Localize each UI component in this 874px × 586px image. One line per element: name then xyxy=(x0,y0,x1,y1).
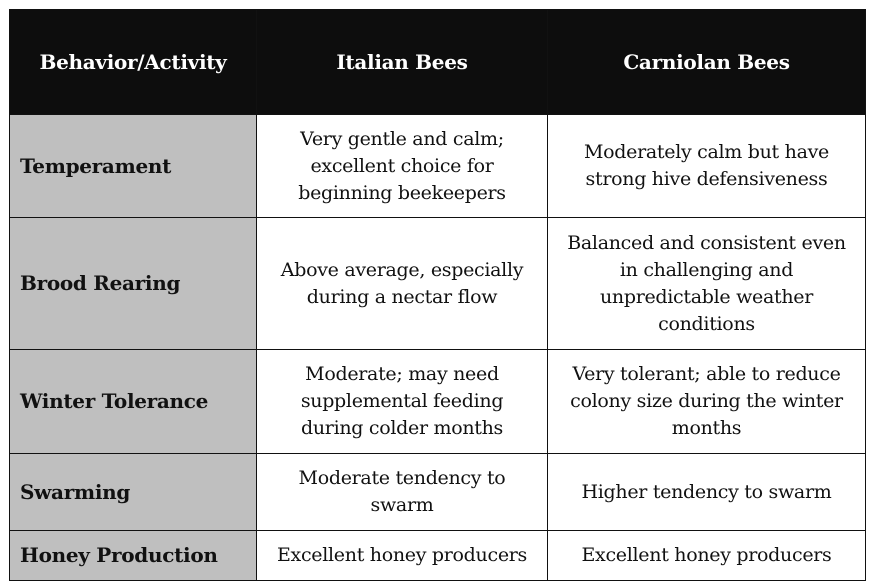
header-carniolan-bees: Carniolan Bees xyxy=(547,9,866,115)
table-row-winter-tolerance: Winter Tolerance Moderate; may need supp… xyxy=(9,349,866,454)
table-row-temperament: Temperament Very gentle and calm; excell… xyxy=(9,114,866,218)
table-row-brood-rearing: Brood Rearing Above average, especially … xyxy=(9,217,866,350)
header-row: Behavior/Activity Italian Bees Carniolan… xyxy=(9,9,866,115)
header-behavior-activity: Behavior/Activity xyxy=(9,9,257,115)
table-row-honey-production: Honey Production Excellent honey produce… xyxy=(9,530,866,581)
italian-cell: Moderate tendency to swarm xyxy=(256,453,548,531)
row-label: Temperament xyxy=(9,114,257,218)
row-label: Brood Rearing xyxy=(9,217,257,350)
italian-cell: Moderate; may need supplemental feeding … xyxy=(256,349,548,454)
header-italian-bees: Italian Bees xyxy=(256,9,548,115)
italian-cell: Very gentle and calm; excellent choice f… xyxy=(256,114,548,218)
carniolan-cell: Moderately calm but have strong hive def… xyxy=(547,114,866,218)
row-label: Swarming xyxy=(9,453,257,531)
bee-comparison-table: Behavior/Activity Italian Bees Carniolan… xyxy=(9,9,866,581)
row-label: Honey Production xyxy=(9,530,257,581)
carniolan-cell: Higher tendency to swarm xyxy=(547,453,866,531)
italian-cell: Excellent honey producers xyxy=(256,530,548,581)
italian-cell: Above average, especially during a necta… xyxy=(256,217,548,350)
row-label: Winter Tolerance xyxy=(9,349,257,454)
table-row-swarming: Swarming Moderate tendency to swarm High… xyxy=(9,453,866,531)
carniolan-cell: Very tolerant; able to reduce colony siz… xyxy=(547,349,866,454)
carniolan-cell: Balanced and consistent even in challeng… xyxy=(547,217,866,350)
carniolan-cell: Excellent honey producers xyxy=(547,530,866,581)
